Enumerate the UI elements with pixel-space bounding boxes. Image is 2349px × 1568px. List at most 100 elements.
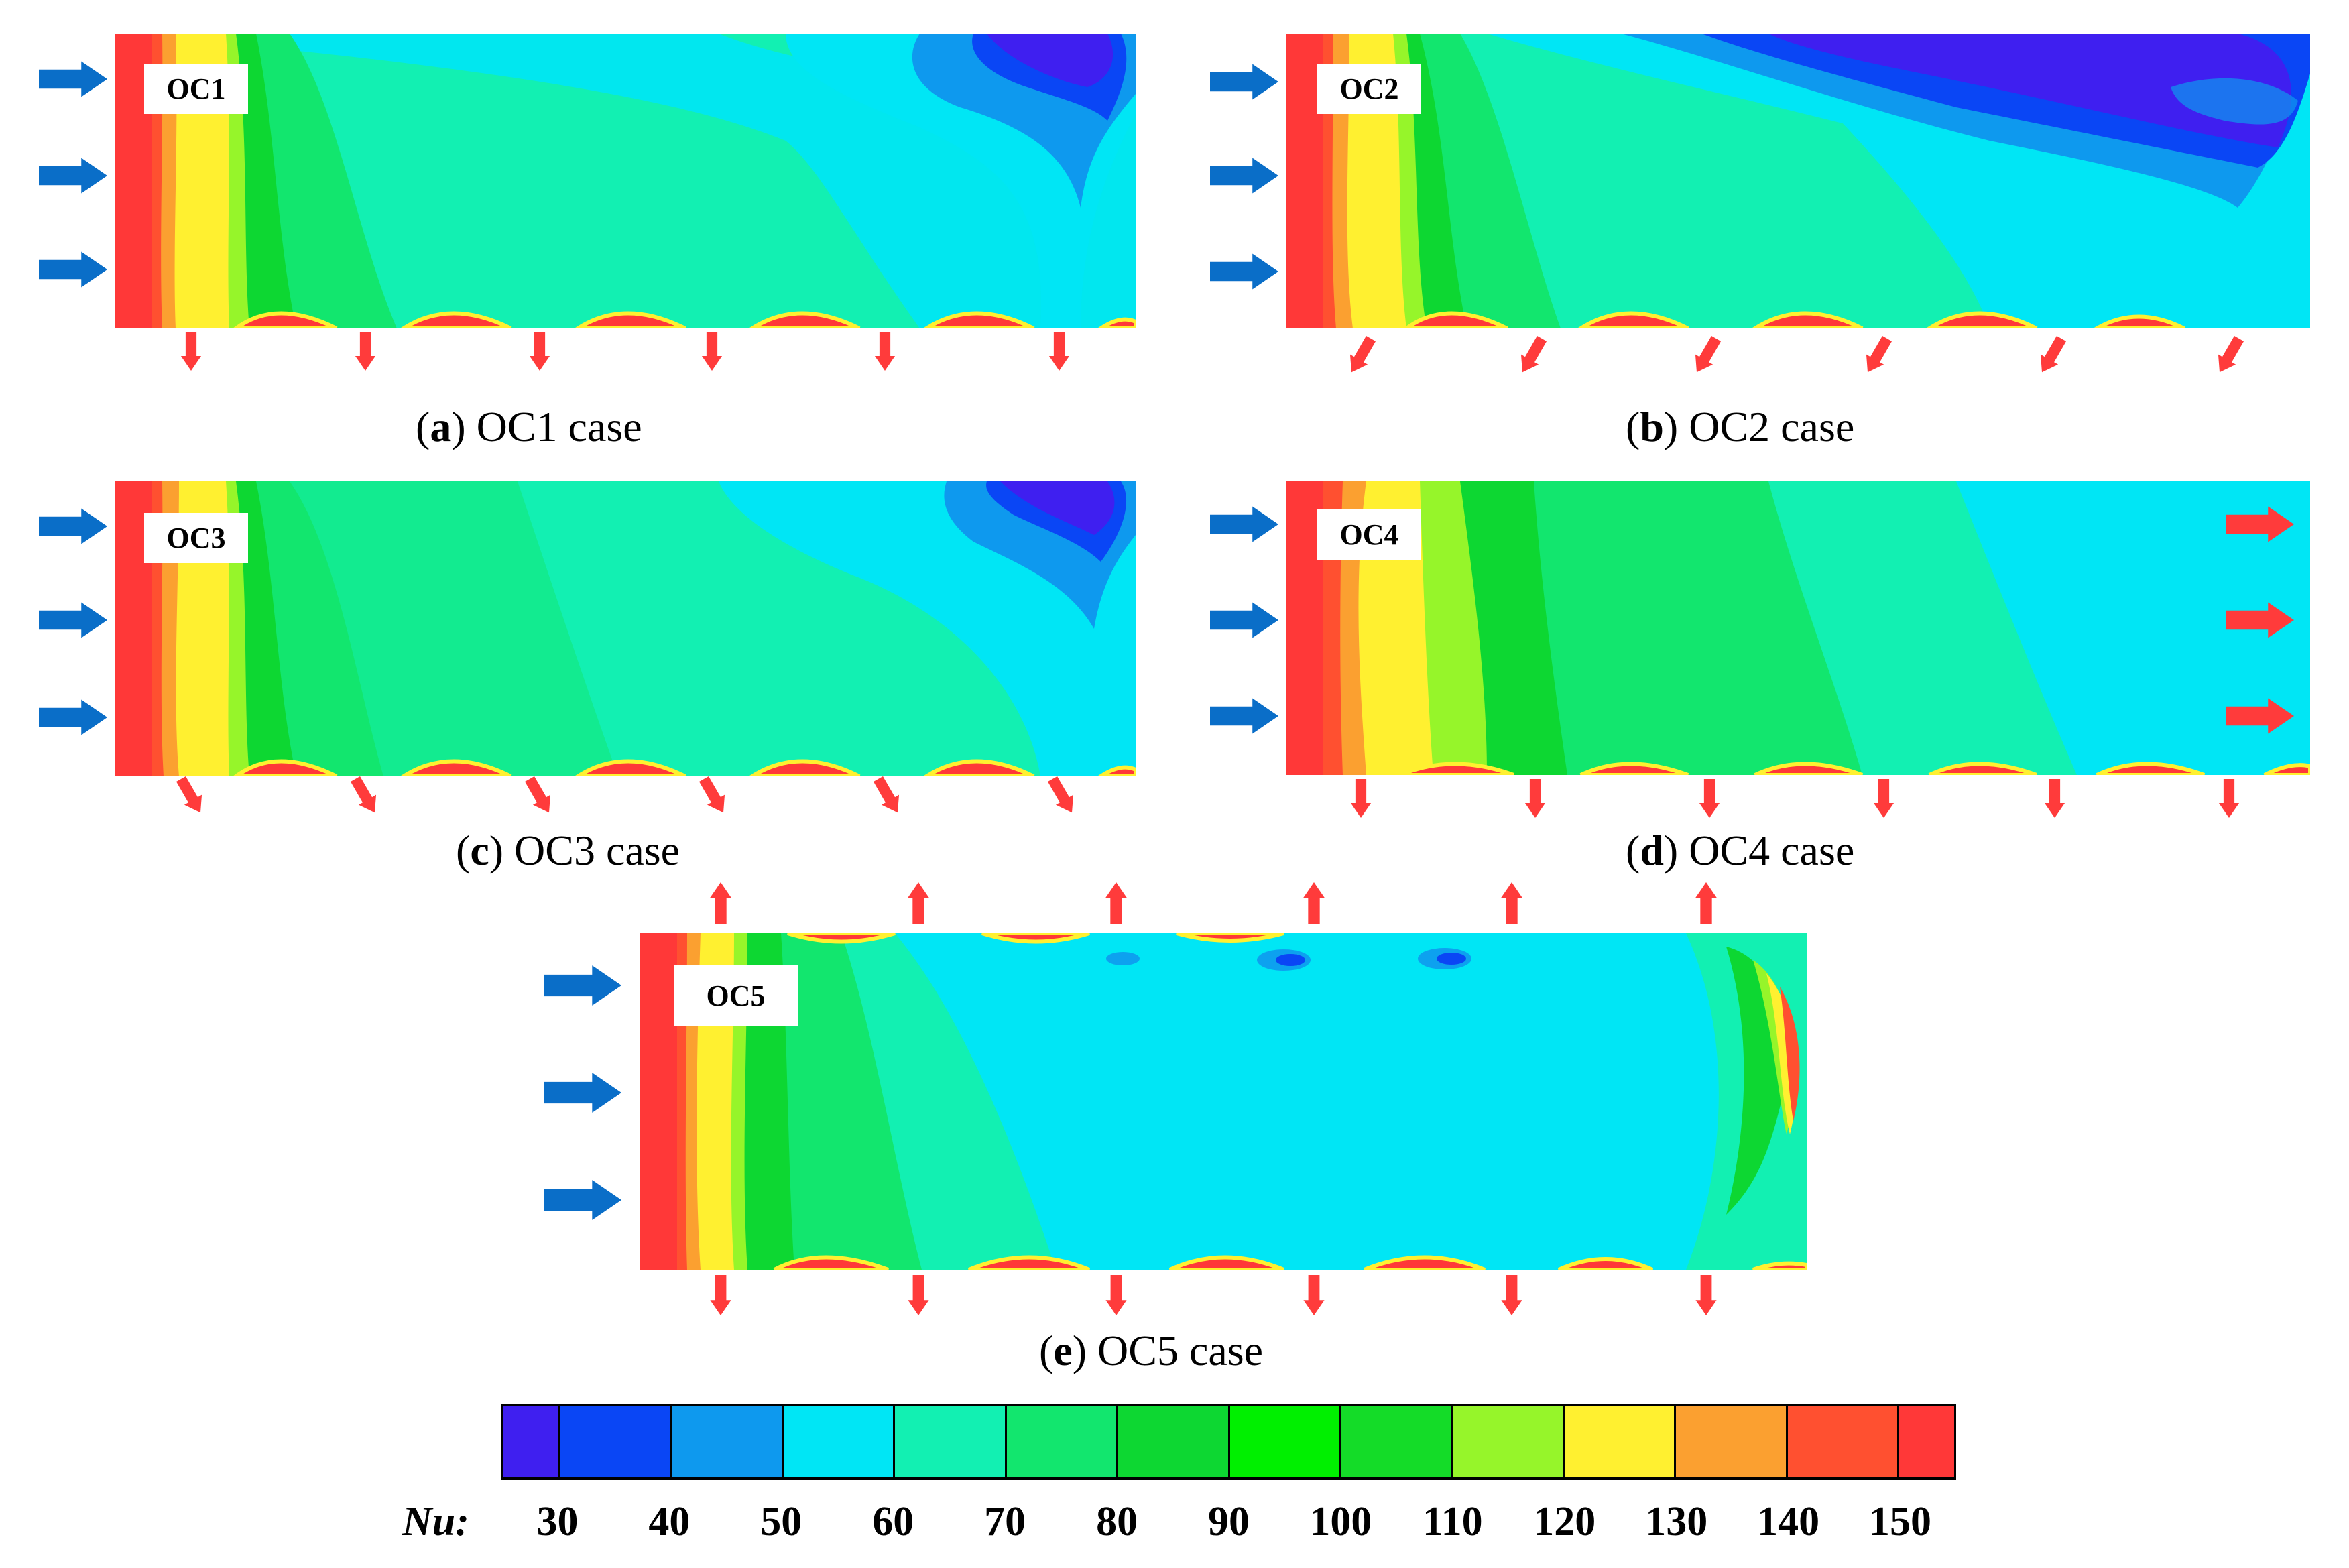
caption-letter-a: a xyxy=(430,403,452,450)
outlet-arrow xyxy=(873,776,900,813)
inlet-arrow xyxy=(1210,698,1278,734)
caption-oc4: (d) OC4 case xyxy=(1626,827,1855,874)
colorbar-tick-label: 140 xyxy=(1757,1499,1820,1545)
outlet-arrow xyxy=(1105,1275,1127,1315)
caption-oc3: (c) OC3 case xyxy=(456,827,680,874)
inlet-arrow xyxy=(1210,253,1278,290)
colorbar-segment xyxy=(503,1406,560,1477)
colorbar-tick-label: 150 xyxy=(1869,1499,1932,1545)
caption-text-oc1: OC1 case xyxy=(465,403,642,450)
caption-oc2: (b) OC2 case xyxy=(1626,403,1855,450)
outlet-arrow xyxy=(874,332,896,371)
colorbar-segment xyxy=(1899,1406,1955,1477)
outlet-arrow xyxy=(524,776,551,813)
contour-panel-oc5 xyxy=(640,933,1807,1270)
colorbar-segment xyxy=(895,1406,1007,1477)
caption-text-oc5: OC5 case xyxy=(1087,1327,1264,1374)
colorbar-tick-label: 100 xyxy=(1309,1499,1372,1545)
colorbar-segment xyxy=(1564,1406,1677,1477)
colorbar-tick-label: 70 xyxy=(984,1499,1026,1545)
colorbar-segment xyxy=(1006,1406,1119,1477)
inlet-arrow xyxy=(39,61,107,97)
colorbar-segment xyxy=(1118,1406,1230,1477)
inlet-arrow xyxy=(544,1180,621,1220)
colorbar-tick-label: 80 xyxy=(1096,1499,1138,1545)
outlet-arrow xyxy=(709,882,732,924)
outlet-arrow xyxy=(1695,882,1718,924)
caption-letter-b: b xyxy=(1640,403,1664,450)
caption-oc5: (e) OC5 case xyxy=(1039,1327,1264,1374)
colorbar-tick-label: 130 xyxy=(1645,1499,1708,1545)
inlet-arrow xyxy=(1210,64,1278,100)
inlet-arrow xyxy=(39,158,107,194)
outlet-arrow xyxy=(710,1275,731,1315)
outlet-arrow xyxy=(699,776,725,813)
outlet-arrow xyxy=(1350,779,1372,818)
inlet-arrow xyxy=(1210,506,1278,542)
caption-text-oc4: OC4 case xyxy=(1678,827,1855,874)
colorbar-tick-label: 30 xyxy=(536,1499,579,1545)
colorbar-segment xyxy=(1341,1406,1453,1477)
colorbar-segment xyxy=(560,1406,672,1477)
outlet-arrow xyxy=(907,882,930,924)
outlet-arrow xyxy=(1047,776,1074,813)
inlet-arrow xyxy=(544,965,621,1006)
outlet-arrow xyxy=(1695,335,1722,373)
outlet-arrow xyxy=(176,776,202,813)
inlet-arrow xyxy=(39,602,107,638)
inlet-arrow xyxy=(1210,602,1278,638)
colorbar-segment xyxy=(1787,1406,1900,1477)
caption-text-oc2: OC2 case xyxy=(1678,403,1855,450)
colorbar-segment xyxy=(672,1406,784,1477)
outlet-arrow xyxy=(2044,779,2065,818)
outlet-arrow xyxy=(1501,1275,1522,1315)
outlet-arrow xyxy=(1048,332,1070,371)
colorbar-tick-label: 90 xyxy=(1208,1499,1250,1545)
outlet-arrow xyxy=(2040,335,2067,373)
colorbar-segment xyxy=(1229,1406,1342,1477)
colorbar-tick-label: 50 xyxy=(760,1499,802,1545)
panel-label-oc5: OC5 xyxy=(674,965,798,1026)
inlet-arrow xyxy=(544,1073,621,1113)
colorbar-segment xyxy=(783,1406,896,1477)
colorbar-tick-label: 120 xyxy=(1533,1499,1596,1545)
caption-letter-e: e xyxy=(1053,1327,1073,1374)
contour-panel-oc2 xyxy=(1286,34,2310,328)
colorbar-tick-label: 60 xyxy=(872,1499,914,1545)
outlet-arrow xyxy=(180,332,202,371)
caption-letter-c: c xyxy=(470,827,489,874)
inlet-arrow xyxy=(39,508,107,544)
colorbar-tick-label: 110 xyxy=(1423,1499,1483,1545)
outlet-arrow xyxy=(1303,1275,1325,1315)
outlet-arrow xyxy=(1303,882,1325,924)
outlet-arrow xyxy=(701,332,723,371)
outlet-arrow xyxy=(2226,506,2294,542)
outlet-arrow xyxy=(529,332,550,371)
outlet-arrow xyxy=(1105,882,1128,924)
panel-label-oc2: OC2 xyxy=(1317,64,1421,114)
outlet-arrow xyxy=(2226,602,2294,638)
outlet-arrow xyxy=(1524,779,1546,818)
outlet-arrow xyxy=(2218,779,2240,818)
caption-oc1: (a) OC1 case xyxy=(416,403,642,450)
caption-letter-d: d xyxy=(1640,827,1664,874)
outlet-arrow xyxy=(1500,882,1523,924)
outlet-arrow xyxy=(355,332,376,371)
colorbar-segment xyxy=(1676,1406,1788,1477)
panel-label-oc3: OC3 xyxy=(144,513,248,563)
outlet-arrow xyxy=(1873,779,1894,818)
legend-variable-label: Nu: xyxy=(402,1499,469,1545)
colorbar-segment xyxy=(1453,1406,1565,1477)
inlet-arrow xyxy=(1210,158,1278,194)
outlet-arrow xyxy=(1695,1275,1717,1315)
inlet-arrow xyxy=(39,699,107,735)
outlet-arrow xyxy=(1699,779,1720,818)
outlet-arrow xyxy=(1520,335,1547,373)
outlet-arrow xyxy=(2226,698,2294,734)
panel-label-oc4: OC4 xyxy=(1317,509,1421,560)
outlet-arrow xyxy=(1866,335,1892,373)
caption-text-oc3: OC3 case xyxy=(503,827,680,874)
outlet-arrow xyxy=(350,776,377,813)
outlet-arrow xyxy=(908,1275,929,1315)
